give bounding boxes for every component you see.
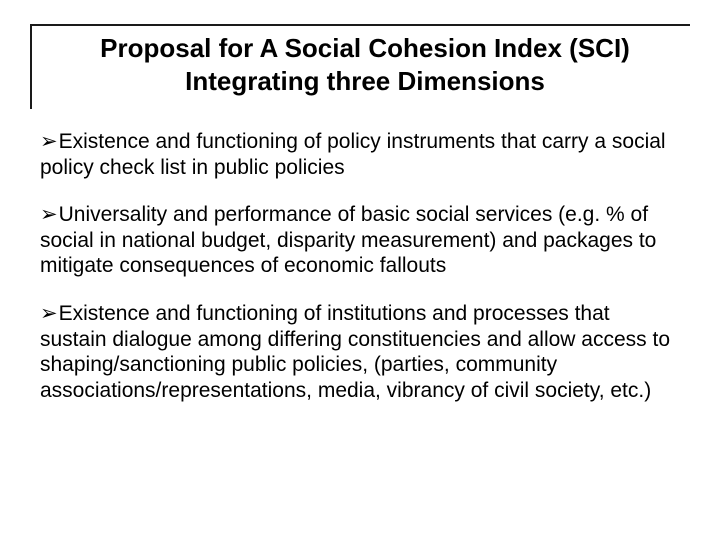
- slide-title: Proposal for A Social Cohesion Index (SC…: [50, 32, 680, 97]
- title-line-1: Proposal for A Social Cohesion Index (SC…: [100, 33, 630, 63]
- bullet-text: Existence and functioning of policy inst…: [40, 130, 666, 179]
- slide: Proposal for A Social Cohesion Index (SC…: [0, 0, 720, 540]
- bullet-text: Universality and performance of basic so…: [40, 203, 656, 277]
- bullet-arrow-icon: ➢: [40, 202, 58, 228]
- title-line-2: Integrating three Dimensions: [185, 66, 545, 96]
- bullet-list: ➢Existence and functioning of policy ins…: [30, 129, 690, 403]
- bullet-text: Existence and functioning of institution…: [40, 302, 670, 402]
- title-container: Proposal for A Social Cohesion Index (SC…: [30, 24, 690, 109]
- list-item: ➢Existence and functioning of policy ins…: [40, 129, 680, 180]
- list-item: ➢Universality and performance of basic s…: [40, 202, 680, 279]
- bullet-arrow-icon: ➢: [40, 301, 58, 327]
- list-item: ➢Existence and functioning of institutio…: [40, 301, 680, 403]
- bullet-arrow-icon: ➢: [40, 129, 58, 155]
